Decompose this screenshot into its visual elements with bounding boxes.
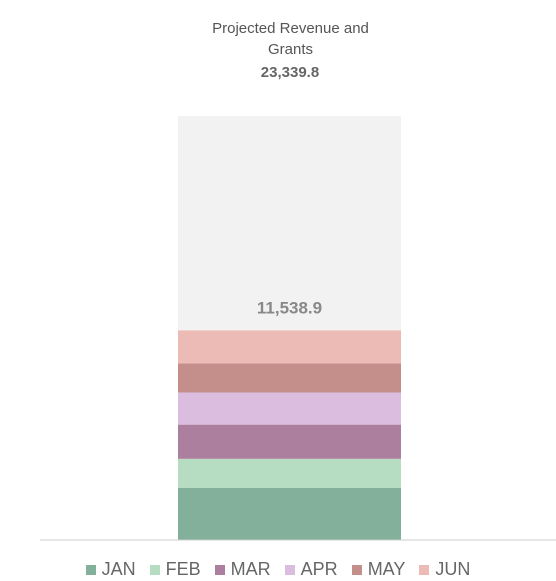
legend-label: MAY xyxy=(367,559,406,579)
legend-item: FEB xyxy=(149,559,201,580)
legend-swatch xyxy=(419,564,430,575)
legend-item: MAY xyxy=(351,559,406,580)
legend: JAN FEB MAR APR MAY JUN xyxy=(0,559,556,580)
bar-segment xyxy=(178,424,401,459)
chart-title: Projected Revenue and Grants xyxy=(212,20,369,58)
legend-label: FEB xyxy=(165,559,201,579)
legend-label: JAN xyxy=(101,559,136,579)
bar-segment xyxy=(178,487,401,540)
legend-label: JUN xyxy=(435,559,471,579)
legend-item: JAN xyxy=(85,559,136,580)
legend-swatch xyxy=(149,564,160,575)
legend-swatch xyxy=(214,564,225,575)
legend-item: APR xyxy=(284,559,338,580)
stack-total-label: 11,538.9 xyxy=(257,298,322,317)
bar-segment xyxy=(178,330,401,364)
legend-swatch xyxy=(284,564,295,575)
legend-label: APR xyxy=(300,559,338,579)
bar-segment xyxy=(178,392,401,425)
bar-segment xyxy=(178,363,401,393)
legend-swatch xyxy=(85,564,96,575)
legend-label: MAR xyxy=(230,559,271,579)
legend-item: MAR xyxy=(214,559,271,580)
projected-total-label: 23,339.8 xyxy=(260,64,320,81)
legend-swatch xyxy=(351,564,362,575)
bar-segment xyxy=(178,458,401,488)
legend-item: JUN xyxy=(419,559,470,580)
